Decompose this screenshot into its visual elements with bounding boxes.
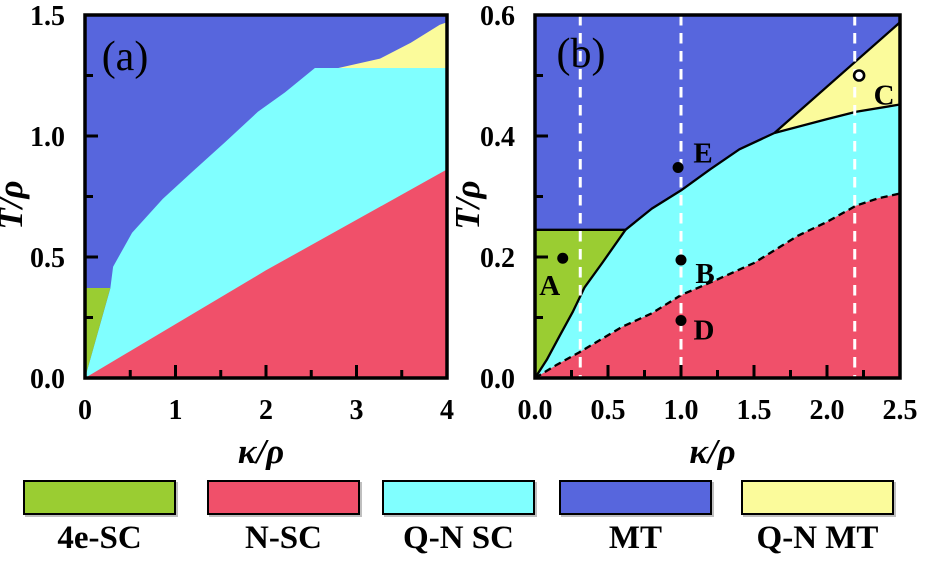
- y-tick-label: 0.0: [30, 364, 65, 395]
- figure-canvas: 0 1 2 3 40.00.51.01.5κ/ρT/ρ(a)0.0 0.5 1.0 1.5 2.…: [0, 1, 918, 470]
- x-axis-title: κ/ρ: [689, 432, 735, 470]
- legend-item-q-n-mt: Q-N MT: [741, 480, 894, 555]
- x-tick-label: 1.0: [664, 395, 699, 426]
- legend-swatch-2: [382, 480, 535, 515]
- marker-label-A: A: [539, 270, 560, 302]
- y-axis-title: T/ρ: [448, 180, 487, 229]
- marker-E: [672, 161, 684, 173]
- x-tick-label: 3: [350, 395, 364, 426]
- legend-label: Q-N SC: [403, 520, 514, 556]
- legend-label: MT: [608, 520, 663, 556]
- panel-letter-a: (a): [102, 34, 149, 80]
- marker-C: [852, 69, 866, 82]
- x-axis-title: κ/ρ: [238, 432, 284, 470]
- marker-label-C: C: [874, 80, 895, 112]
- panel-letter-b: (b): [557, 31, 606, 77]
- panel-b: 0.0 0.5 1.0 1.5 2.0 2.5 0.0 0.2 0.4 0.6 κ/ρ T/ρ (b) A…: [448, 1, 918, 470]
- y-tick-label: 0.0: [480, 364, 515, 395]
- x-tick-label: 0.0: [518, 395, 553, 426]
- x-tick-label: 0: [78, 395, 92, 426]
- legend-item-4e-sc: 4e-SC: [23, 480, 176, 555]
- x-tick-label: 2.0: [810, 395, 845, 426]
- x-tick-label: 2: [259, 395, 273, 426]
- legend-swatch-1: [207, 480, 360, 515]
- plot-area-b: [535, 15, 900, 378]
- marker-A: [557, 252, 569, 264]
- region-4e-SC: [85, 288, 111, 378]
- x-tick-label: 0.5: [591, 395, 626, 426]
- legend: 4e-SC N-SC Q-N SC MT Q-N MT: [0, 480, 925, 577]
- y-tick-label: 0.4: [480, 122, 515, 153]
- x-tick-label: 1.5: [737, 395, 772, 426]
- y-tick-label: 0.2: [480, 243, 515, 274]
- y-tick-label: 0.5: [30, 243, 65, 274]
- boundary-4eSC-QNSC: [535, 229, 627, 378]
- boundary-MT-QNMT: [773, 21, 900, 134]
- region-Q-N-MT: [338, 22, 447, 68]
- y-axis-title: T/ρ: [0, 180, 30, 229]
- x-tick-label: 1: [169, 395, 183, 426]
- region-N-SC: [85, 169, 447, 378]
- boundary-QNSC-NSC: [535, 192, 900, 378]
- marker-label-D: D: [694, 315, 715, 347]
- legend-label: 4e-SC: [57, 520, 142, 556]
- plot-area-a: [85, 15, 447, 378]
- legend-swatch-0: [23, 480, 176, 515]
- boundary-QNMT-QNSC: [774, 103, 900, 135]
- legend-item-n-sc: N-SC: [207, 480, 360, 555]
- y-tick-label: 1.5: [30, 1, 65, 32]
- legend-item-q-n-sc: Q-N SC: [382, 480, 535, 555]
- x-tick-label: 4: [440, 395, 454, 426]
- region-N-SC: [535, 193, 900, 378]
- legend-item-mt: MT: [559, 480, 712, 555]
- panel-a: 0 1 2 3 4 0.0 0.5 1.0 1.5 κ/ρ T/ρ (a): [0, 1, 454, 470]
- region-4e-SC: [535, 229, 626, 378]
- marker-B: [675, 254, 687, 266]
- legend-label: N-SC: [244, 520, 322, 556]
- legend-label: Q-N MT: [756, 520, 879, 556]
- legend-swatch-4: [741, 480, 894, 515]
- y-tick-label: 1.0: [30, 122, 65, 153]
- boundary-MT-QNSC: [624, 131, 775, 231]
- x-tick-label: 2.5: [883, 395, 918, 426]
- y-tick-label: 0.6: [480, 1, 515, 32]
- legend-swatch-3: [559, 480, 712, 515]
- marker-label-B: B: [695, 258, 714, 290]
- marker-D: [675, 315, 687, 327]
- marker-label-E: E: [693, 137, 712, 169]
